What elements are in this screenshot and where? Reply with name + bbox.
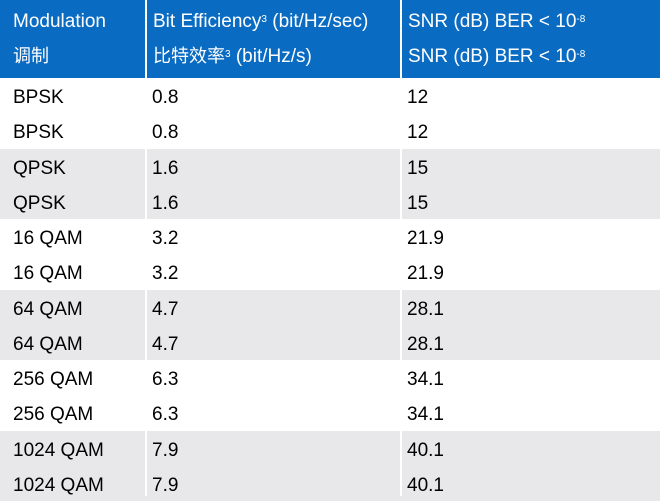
table-row-group: 16 QAM 3.2 21.9 16 QAM 3.2 21.9 — [0, 219, 660, 290]
snr-cell: 34.1 — [407, 404, 444, 426]
modulation-cell: 1024 QAM — [13, 440, 104, 462]
modulation-cell: 16 QAM — [13, 228, 83, 250]
bit-efficiency-cell: 1.6 — [152, 193, 178, 215]
snr-cell: 15 — [407, 158, 428, 180]
bit-efficiency-cell: 1.6 — [152, 158, 178, 180]
modulation-cell: QPSK — [13, 158, 66, 180]
modulation-cell: BPSK — [13, 122, 64, 144]
modulation-cell: 64 QAM — [13, 334, 83, 356]
modulation-cell: 1024 QAM — [13, 475, 104, 497]
table-header: Modulation 调制 Bit Efficiency3 (bit/Hz/se… — [0, 0, 660, 78]
bit-efficiency-cell: 4.7 — [152, 334, 178, 356]
modulation-cell: QPSK — [13, 193, 66, 215]
header-bit-efficiency-en: Bit Efficiency3 (bit/Hz/sec) — [153, 11, 368, 33]
header-bit-efficiency-zh: 比特效率3 (bit/Hz/s) — [153, 46, 312, 68]
modulation-cell: 256 QAM — [13, 404, 93, 426]
modulation-cell: 256 QAM — [13, 369, 93, 391]
snr-cell: 28.1 — [407, 299, 444, 321]
bit-efficiency-cell: 3.2 — [152, 263, 178, 285]
bit-efficiency-cell: 3.2 — [152, 228, 178, 250]
header-snr: SNR (dB) BER < 10-8 SNR (dB) BER < 10-8 — [400, 0, 660, 78]
snr-cell: 21.9 — [407, 263, 444, 285]
snr-cell: 40.1 — [407, 475, 444, 497]
table-row-group: BPSK 0.8 12 BPSK 0.8 12 — [0, 78, 660, 149]
header-bit-efficiency: Bit Efficiency3 (bit/Hz/sec) 比特效率3 (bit/… — [145, 0, 400, 78]
table-row-group: 256 QAM 6.3 34.1 256 QAM 6.3 34.1 — [0, 360, 660, 431]
modulation-cell: 16 QAM — [13, 263, 83, 285]
bit-efficiency-cell: 0.8 — [152, 122, 178, 144]
bit-efficiency-cell: 6.3 — [152, 369, 178, 391]
snr-cell: 12 — [407, 122, 428, 144]
column-divider — [400, 78, 402, 496]
snr-cell: 12 — [407, 87, 428, 109]
snr-cell: 21.9 — [407, 228, 444, 250]
header-modulation-zh: 调制 — [13, 46, 49, 68]
header-snr-en: SNR (dB) BER < 10-8 — [408, 11, 585, 33]
bit-efficiency-cell: 0.8 — [152, 87, 178, 109]
modulation-cell: 64 QAM — [13, 299, 83, 321]
bit-efficiency-cell: 4.7 — [152, 299, 178, 321]
snr-cell: 28.1 — [407, 334, 444, 356]
header-modulation: Modulation 调制 — [0, 0, 145, 78]
header-snr-zh: SNR (dB) BER < 10-8 — [408, 46, 585, 68]
table-row-group: 64 QAM 4.7 28.1 64 QAM 4.7 28.1 — [0, 290, 660, 361]
snr-cell: 15 — [407, 193, 428, 215]
bit-efficiency-cell: 7.9 — [152, 475, 178, 497]
column-divider — [145, 78, 147, 496]
bit-efficiency-cell: 6.3 — [152, 404, 178, 426]
bit-efficiency-cell: 7.9 — [152, 440, 178, 462]
header-modulation-en: Modulation — [13, 11, 106, 33]
snr-cell: 34.1 — [407, 369, 444, 391]
table-row-group: QPSK 1.6 15 QPSK 1.6 15 — [0, 149, 660, 220]
table-row-group: 1024 QAM 7.9 40.1 1024 QAM 7.9 40.1 — [0, 431, 660, 501]
snr-cell: 40.1 — [407, 440, 444, 462]
modulation-cell: BPSK — [13, 87, 64, 109]
